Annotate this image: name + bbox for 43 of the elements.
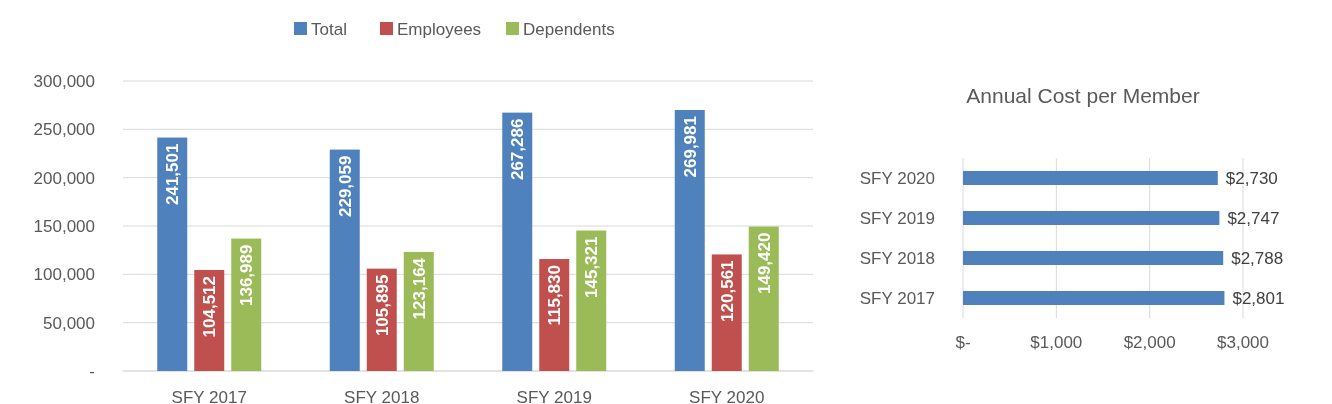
data-label: 136,989 [237,244,257,307]
legend-label: Dependents [523,19,615,39]
data-label: $2,730 [1225,168,1278,188]
x-tick-label: $1,000 [1030,333,1083,352]
y-tick-label: 50,000 [43,313,95,333]
x-tick-label: SFY 2020 [689,388,765,404]
x-tick-label: SFY 2017 [171,388,247,404]
legend-label: Total [311,19,347,39]
data-label: 149,420 [754,232,774,295]
data-label: 115,830 [545,265,565,326]
y-tick-label: SFY 2017 [859,288,935,308]
data-label: 123,164 [409,257,429,320]
y-tick-label: 300,000 [33,71,95,91]
y-tick-label: 200,000 [33,168,95,188]
x-tick-label: SFY 2019 [516,388,592,404]
x-tick-label: $2,000 [1123,333,1176,352]
data-label: 105,895 [372,274,392,337]
legend-label: Employees [397,19,482,39]
bar [674,110,705,371]
bar [157,137,188,371]
x-tick-label: SFY 2018 [344,388,420,404]
data-label: 145,321 [582,236,602,298]
data-label: $2,801 [1232,288,1285,308]
chart-title: Annual Cost per Member [966,84,1200,107]
bar [502,112,533,371]
x-tick-label: $- [955,333,971,352]
y-tick-label: 250,000 [33,120,95,140]
y-tick-label: SFY 2020 [859,168,935,188]
data-label: 120,561 [717,260,737,322]
x-tick-label: $3,000 [1217,333,1269,352]
bar [329,149,360,371]
data-label: 267,286 [508,118,528,181]
data-label: 241,501 [163,143,183,205]
y-tick-label: 150,000 [33,216,95,236]
data-label: 229,059 [335,155,355,218]
y-tick-label: SFY 2018 [859,248,935,268]
y-tick-label: 100,000 [33,265,95,285]
data-label: 104,512 [200,275,220,338]
y-tick-label: - [89,361,95,381]
data-label: $2,788 [1231,248,1284,268]
y-tick-label: SFY 2019 [859,208,935,228]
data-label: $2,747 [1227,208,1280,228]
data-label: 269,981 [680,116,700,178]
